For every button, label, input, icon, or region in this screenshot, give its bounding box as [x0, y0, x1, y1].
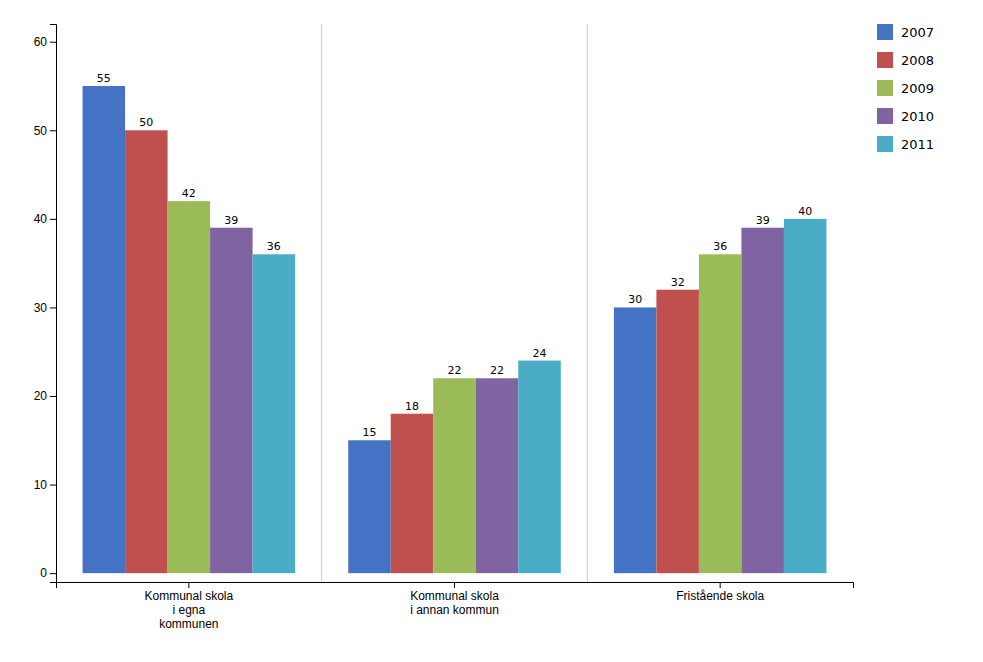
legend-swatch — [877, 80, 893, 96]
bar — [391, 414, 434, 573]
data-label: 18 — [405, 400, 419, 413]
bar — [83, 86, 126, 573]
data-label: 40 — [798, 205, 812, 218]
y-tick: 30 — [34, 301, 56, 315]
x-tick-label-line: i annan kommun — [410, 603, 499, 617]
y-tick-label: 60 — [34, 35, 48, 49]
x-tick-mark — [188, 582, 189, 588]
legend-swatch — [877, 108, 893, 124]
bar — [518, 361, 561, 574]
x-tick-label-line: Fristående skola — [676, 589, 764, 603]
data-label: 42 — [182, 187, 196, 200]
legend-item: 2009 — [877, 80, 934, 96]
legend-label: 2009 — [901, 81, 934, 96]
y-tick: 60 — [34, 35, 56, 49]
data-label: 22 — [448, 364, 462, 377]
x-tick-label: Kommunal skolai egnakommunen — [144, 589, 233, 632]
y-axis: 0 10 20 30 40 50 60 — [34, 25, 57, 583]
data-label: 32 — [671, 276, 685, 289]
bar — [210, 228, 253, 573]
y-tick-mark — [50, 573, 56, 574]
chart: 0102030405060Kommunal skolai egnakommune… — [0, 0, 983, 662]
bar — [614, 307, 657, 573]
bar-series — [253, 219, 827, 573]
data-label: 50 — [139, 116, 153, 129]
data-labels: 55 15 30 50 18 32 42 22 36 39 22 39 36 24 40 — [97, 72, 812, 439]
group-separator — [587, 24, 588, 582]
data-label: 24 — [533, 347, 547, 360]
legend-item: 2011 — [877, 136, 934, 152]
bar — [656, 290, 699, 573]
x-tick-label-line: Kommunal skola — [144, 589, 233, 603]
data-label: 30 — [628, 293, 642, 306]
x-tick-label: Kommunal skolai annan kommun — [410, 589, 499, 617]
bar — [699, 254, 742, 573]
plot: 0102030405060Kommunal skolai egnakommune… — [34, 24, 854, 631]
legend-label: 2011 — [901, 137, 934, 152]
bar — [168, 201, 211, 573]
x-tick-mark — [720, 582, 721, 588]
bar — [433, 378, 476, 573]
data-label: 36 — [267, 240, 281, 253]
legend-item: 2007 — [877, 24, 934, 40]
y-tick: 20 — [34, 389, 56, 403]
y-tick: 0 — [40, 566, 56, 580]
legend-label: 2010 — [901, 109, 934, 124]
bar-series — [83, 86, 657, 573]
legend-swatch — [877, 136, 893, 152]
y-tick-label: 50 — [34, 124, 48, 138]
data-label: 22 — [490, 364, 504, 377]
legend: 2007 2008 2009 2010 2011 — [877, 24, 934, 152]
legend-swatch — [877, 24, 893, 40]
y-tick: 40 — [34, 212, 56, 226]
bar-series — [168, 201, 742, 573]
bar-series — [210, 228, 784, 573]
y-tick-label: 20 — [34, 389, 48, 403]
y-tick-label: 40 — [34, 212, 48, 226]
y-tick-mark — [50, 130, 56, 131]
legend-label: 2008 — [901, 53, 934, 68]
data-label: 36 — [713, 240, 727, 253]
bar — [784, 219, 827, 573]
legend-swatch — [877, 52, 893, 68]
x-tick: Kommunal skolai annan kommun — [410, 582, 499, 617]
y-tick: 10 — [34, 478, 56, 492]
x-axis-line — [57, 583, 854, 589]
x-tick-label-line: kommunen — [159, 617, 218, 631]
bar — [125, 130, 168, 573]
y-tick-mark — [50, 42, 56, 43]
x-tick-mark — [454, 582, 455, 588]
bar — [741, 228, 784, 573]
data-label: 15 — [362, 426, 376, 439]
y-tick-mark — [50, 396, 56, 397]
x-tick-label-line: Kommunal skola — [410, 589, 499, 603]
y-tick-mark — [50, 307, 56, 308]
y-tick-mark — [50, 219, 56, 220]
y-tick-label: 10 — [34, 478, 48, 492]
y-tick-mark — [50, 485, 56, 486]
y-tick-label: 0 — [40, 566, 47, 580]
x-axis: Kommunal skolai egnakommunenKommunal sko… — [57, 582, 854, 631]
bar — [476, 378, 519, 573]
bar-series — [125, 130, 699, 573]
x-tick-label-line: i egna — [172, 603, 205, 617]
x-tick: Kommunal skolai egnakommunen — [144, 582, 233, 631]
x-tick: Fristående skola — [676, 582, 764, 603]
bars — [83, 86, 827, 573]
group-separator — [321, 24, 322, 582]
x-tick-label: Fristående skola — [676, 589, 764, 603]
y-tick-label: 30 — [34, 301, 48, 315]
data-label: 39 — [224, 214, 238, 227]
data-label: 55 — [97, 72, 111, 85]
y-axis-line — [50, 25, 57, 583]
legend-label: 2007 — [901, 25, 934, 40]
bar — [348, 440, 391, 573]
legend-item: 2008 — [877, 52, 934, 68]
y-tick: 50 — [34, 124, 56, 138]
data-label: 39 — [756, 214, 770, 227]
legend-item: 2010 — [877, 108, 934, 124]
bar — [253, 254, 296, 573]
